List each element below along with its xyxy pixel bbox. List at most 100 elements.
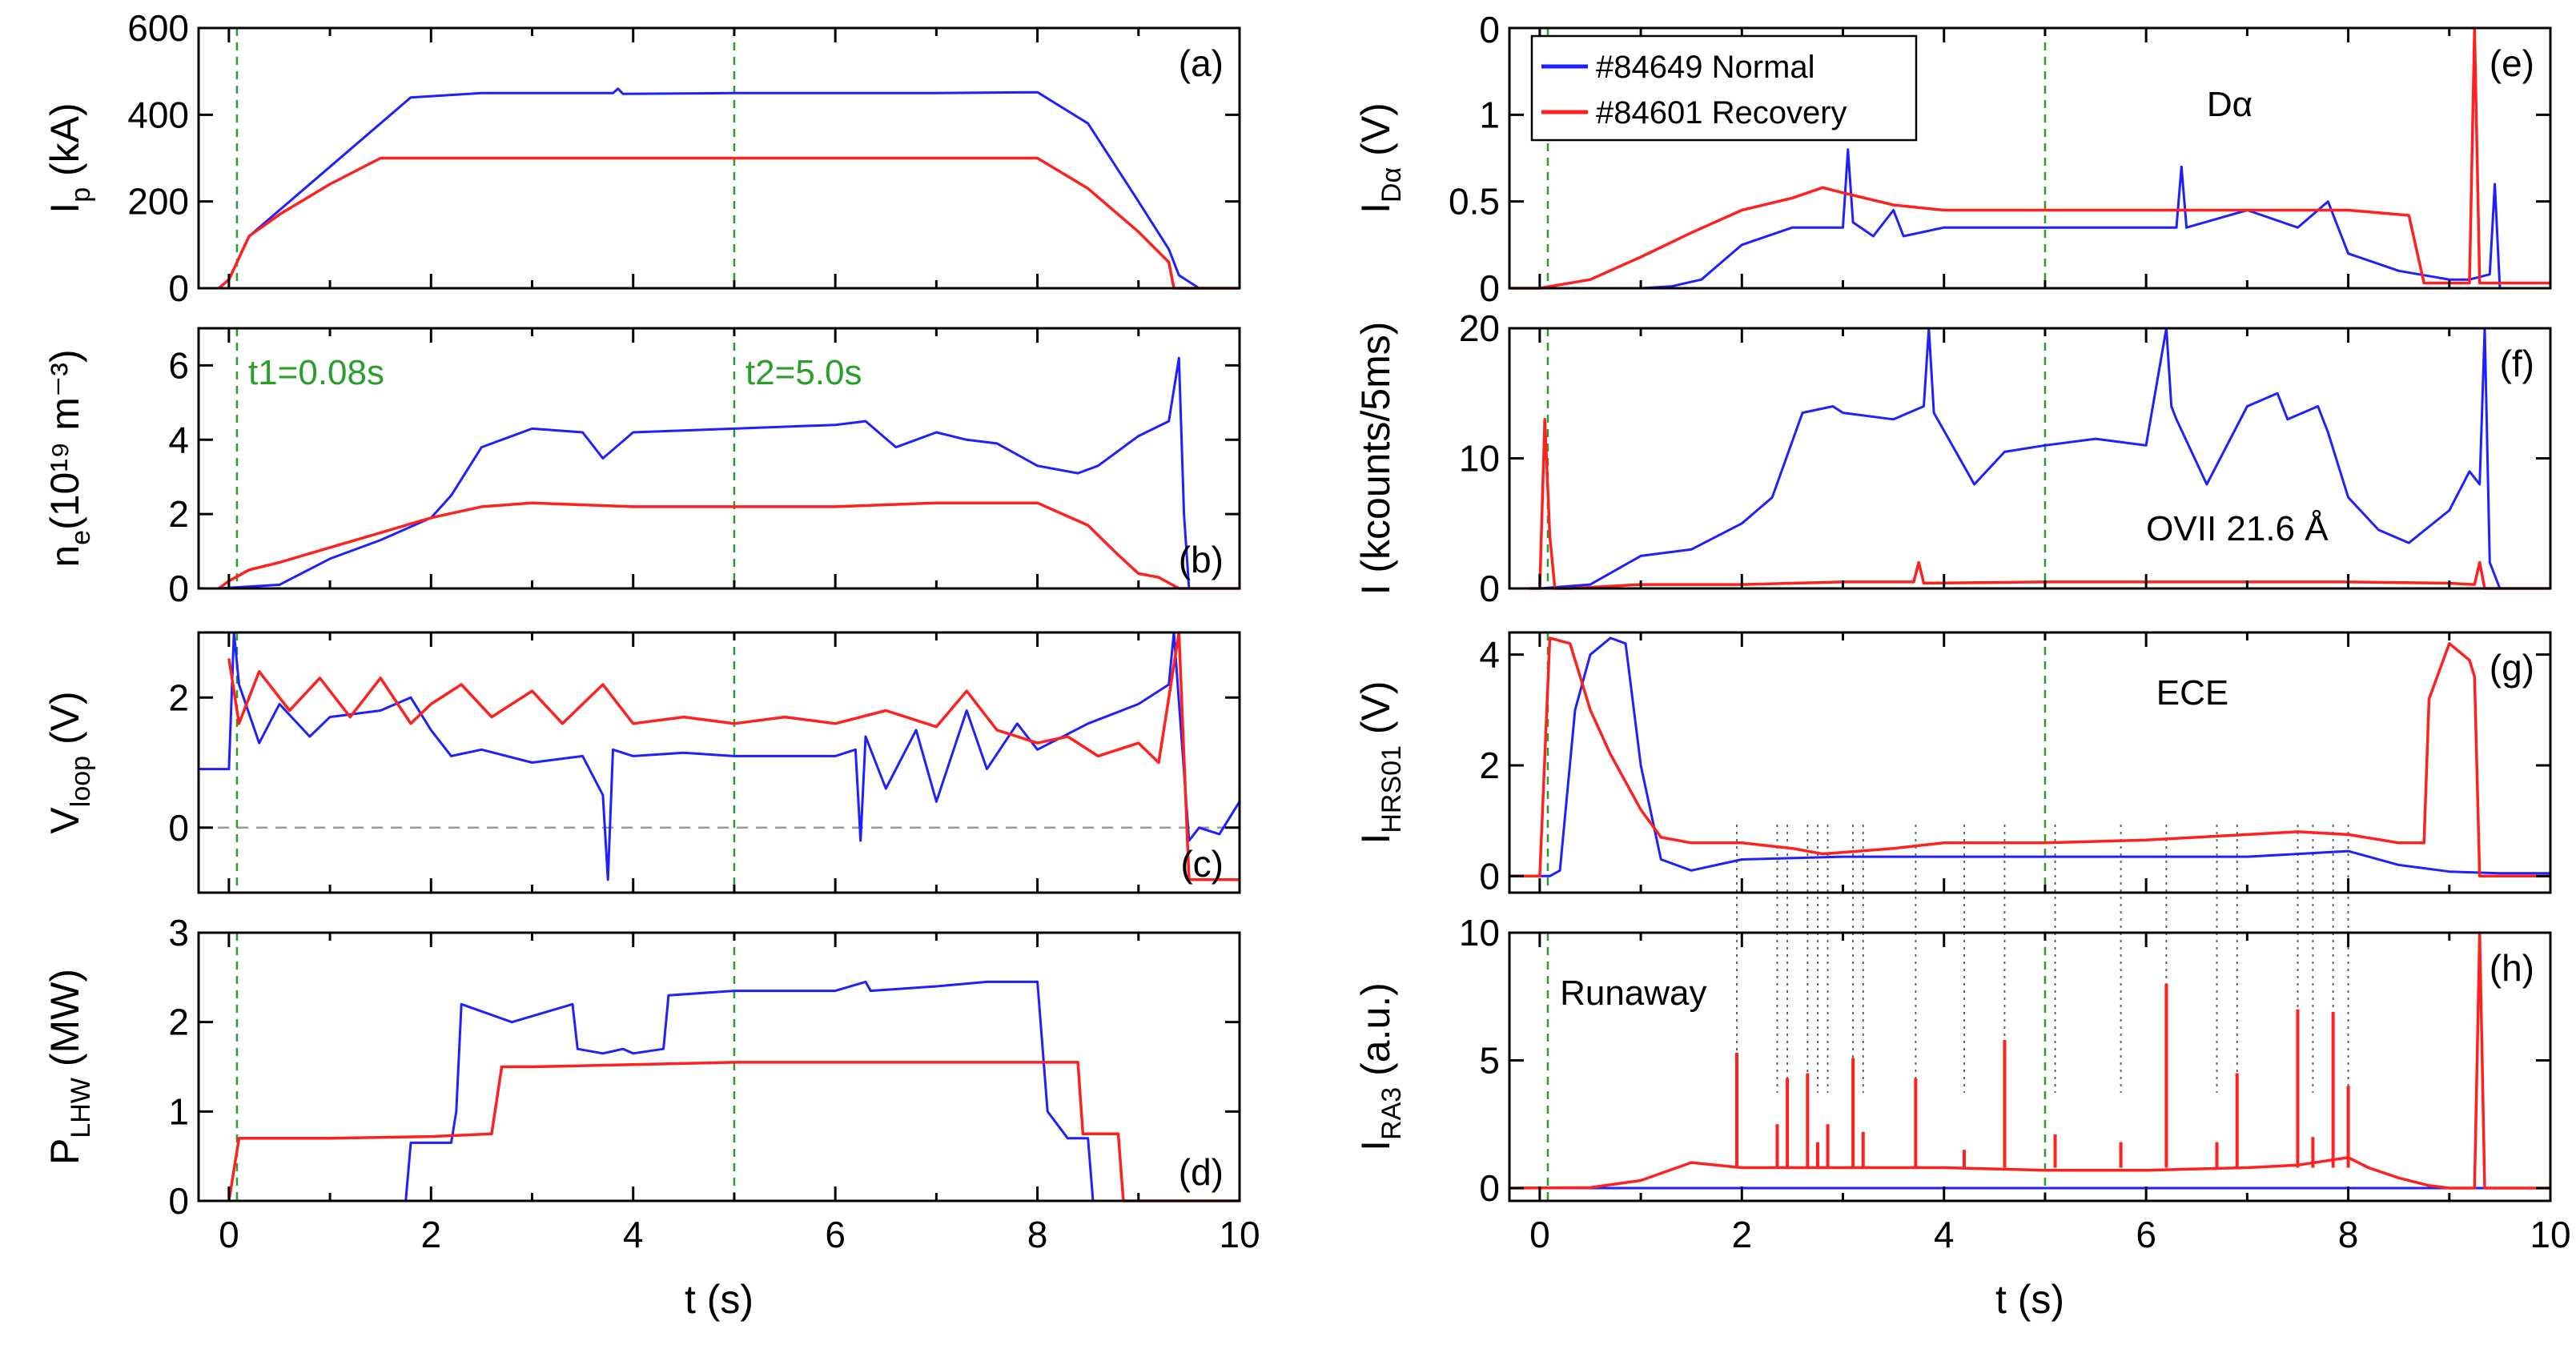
y-tick-label: 400 (127, 94, 189, 135)
y-label-main: n (42, 545, 87, 568)
panel-tag-b: (b) (1179, 539, 1224, 580)
panel-e (1509, 26, 2550, 290)
x-tick-label: 2 (1731, 1214, 1752, 1255)
y-tick-label: 200 (127, 181, 189, 223)
x-axis-label: t (s) (1995, 1277, 2064, 1322)
y-axis-label-e: IDα (V) (1353, 102, 1407, 214)
series-line-normal (1539, 327, 2502, 590)
x-tick-label: 0 (1529, 1214, 1550, 1255)
y-label-main: P (42, 1138, 87, 1165)
time-marker-label-1: t1=0.08s (248, 353, 384, 392)
series-line-recovery (227, 1061, 1240, 1202)
y-axis-label-d: PLHW (MW) (42, 969, 96, 1165)
annotation-g: ECE (2156, 673, 2228, 713)
series-line-normal (199, 631, 1241, 881)
y-label-subscript: loop (66, 756, 96, 807)
panel-tag-a: (a) (1179, 42, 1224, 84)
x-tick-label: 8 (2338, 1214, 2359, 1255)
series-line-recovery (1509, 636, 2550, 878)
series-line-recovery (218, 156, 1240, 290)
y-label-main: I (1353, 1140, 1398, 1151)
y-label-main: I (1353, 584, 1398, 595)
time-marker-label-2: t2=5.0s (745, 353, 862, 392)
y-label-unit: (kcounts/5ms) (1353, 322, 1398, 584)
x-tick-label: 10 (2530, 1214, 2570, 1255)
panel-a (218, 87, 1240, 290)
y-tick-label: 0.5 (1449, 181, 1500, 223)
y-label-subscript: HRS01 (1376, 745, 1407, 833)
y-label-unit: (V) (42, 691, 87, 756)
y-tick-label: 20 (1459, 307, 1500, 349)
y-label-subscript: LHW (66, 1078, 96, 1138)
panel-tag-f: (f) (2500, 343, 2534, 384)
legend: #84649 Normal #84601 Recovery (1530, 34, 1918, 142)
x-tick-label: 4 (623, 1214, 644, 1255)
y-axis-label-b: ne(10¹⁹ m⁻³) (42, 349, 96, 567)
axes-frame-f (1508, 327, 2552, 590)
panel-tag-e: (e) (2490, 42, 2534, 84)
y-tick-label: 2 (168, 677, 189, 718)
y-tick-label: 2 (168, 493, 189, 535)
annotation-f: OVII 21.6 Å (2146, 509, 2329, 548)
y-axis-label-f: I (kcounts/5ms) (1353, 322, 1398, 596)
y-tick-label: 5 (1479, 1040, 1500, 1082)
y-tick-label: 0 (168, 807, 189, 849)
y-label-unit: (V) (1353, 681, 1398, 745)
y-label-unit: (10¹⁹ m⁻³) (42, 349, 87, 530)
axes-frame-b (197, 327, 1241, 590)
series-line-recovery (227, 631, 1240, 881)
panel-tag-c: (c) (1180, 843, 1224, 885)
series-line-normal (1509, 148, 2550, 290)
y-label-unit: (V) (1353, 102, 1398, 167)
series-line-normal (218, 87, 1240, 290)
y-label-main: I (1353, 833, 1398, 845)
axes-frame-d (197, 931, 1241, 1202)
y-label-main: I (42, 203, 87, 214)
y-tick-label: 4 (1479, 634, 1500, 676)
y-label-subscript: RA3 (1376, 1087, 1407, 1140)
y-axis-label-c: Vloop (V) (42, 691, 96, 833)
y-tick-label: 0 (168, 568, 189, 609)
y-tick-label: 10 (1459, 912, 1500, 954)
axes-frame-c (197, 631, 1241, 894)
axes-frame-e (1508, 26, 2552, 290)
y-label-subscript: e (66, 530, 96, 545)
panel-f (1529, 327, 2550, 590)
x-tick-label: 0 (219, 1214, 239, 1255)
panel-g (1509, 636, 2550, 878)
panel-h (1509, 931, 2550, 1190)
legend-label-normal: #84649 Normal (1596, 50, 1815, 85)
annotation-h: Runaway (1560, 974, 1706, 1013)
y-label-unit: (kA) (42, 102, 87, 187)
x-tick-label: 2 (420, 1214, 441, 1255)
y-label-main: V (42, 807, 87, 834)
y-tick-label: 4 (168, 419, 189, 460)
y-label-unit: (a.u.) (1353, 982, 1398, 1087)
y-tick-label: 1 (168, 1090, 189, 1132)
y-label-subscript: p (66, 187, 96, 203)
y-axis-label-h: IRA3 (a.u.) (1353, 982, 1407, 1151)
axes-frame-h (1508, 931, 2552, 1202)
legend-label-recovery: #84601 Recovery (1596, 95, 1847, 130)
y-tick-label: 0 (1479, 568, 1500, 609)
legend-box (1530, 34, 1918, 142)
y-tick-label: 10 (1459, 438, 1500, 480)
y-tick-label: 0 (168, 1180, 189, 1222)
x-tick-label: 8 (1027, 1214, 1048, 1255)
series-line-normal (1509, 636, 2550, 877)
axes-frame-a (197, 26, 1241, 290)
y-label-unit: (MW) (42, 969, 87, 1078)
panel-b (218, 356, 1240, 590)
y-axis-label-a: Ip (kA) (42, 102, 96, 213)
x-tick-label: 4 (1934, 1214, 1955, 1255)
x-tick-label: 10 (1219, 1214, 1260, 1255)
y-tick-label: 0 (1479, 1167, 1500, 1209)
y-tick-label: 3 (168, 912, 189, 954)
panel-tag-h: (h) (2490, 947, 2534, 989)
panel-d (227, 980, 1240, 1202)
panel-tag-g: (g) (2490, 647, 2534, 689)
series-line-normal (404, 980, 1240, 1202)
y-tick-label: 0 (168, 267, 189, 309)
y-label-main: I (1353, 203, 1398, 214)
